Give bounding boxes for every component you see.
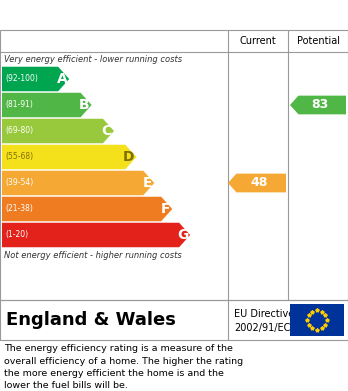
Text: 48: 48: [250, 176, 267, 190]
Text: England & Wales: England & Wales: [6, 311, 176, 329]
Text: Potential: Potential: [296, 36, 340, 46]
Polygon shape: [228, 174, 286, 192]
Text: 2002/91/EC: 2002/91/EC: [234, 323, 290, 333]
Text: (21-38): (21-38): [5, 204, 33, 213]
Text: Very energy efficient - lower running costs: Very energy efficient - lower running co…: [4, 54, 182, 63]
Text: D: D: [123, 150, 134, 164]
Text: 83: 83: [311, 99, 328, 111]
Text: B: B: [79, 98, 89, 112]
Text: (69-80): (69-80): [5, 127, 33, 136]
Text: Energy Efficiency Rating: Energy Efficiency Rating: [60, 6, 288, 24]
Polygon shape: [2, 223, 190, 247]
Text: EU Directive: EU Directive: [234, 309, 294, 319]
Polygon shape: [2, 67, 69, 91]
Text: A: A: [56, 72, 67, 86]
Bar: [290, 304, 344, 336]
Text: F: F: [161, 202, 170, 216]
Text: (1-20): (1-20): [5, 231, 28, 240]
Polygon shape: [2, 93, 92, 117]
Text: (55-68): (55-68): [5, 152, 33, 161]
Text: The energy efficiency rating is a measure of the
overall efficiency of a home. T: The energy efficiency rating is a measur…: [4, 344, 243, 391]
Polygon shape: [2, 171, 154, 195]
Text: C: C: [102, 124, 112, 138]
Text: (81-91): (81-91): [5, 100, 33, 109]
Polygon shape: [2, 119, 114, 143]
Text: G: G: [177, 228, 188, 242]
Text: E: E: [143, 176, 152, 190]
Polygon shape: [2, 145, 136, 169]
Polygon shape: [290, 96, 346, 114]
Text: (92-100): (92-100): [5, 75, 38, 84]
Polygon shape: [2, 197, 172, 221]
Text: (39-54): (39-54): [5, 179, 33, 188]
Text: Current: Current: [240, 36, 276, 46]
Text: Not energy efficient - higher running costs: Not energy efficient - higher running co…: [4, 251, 182, 260]
